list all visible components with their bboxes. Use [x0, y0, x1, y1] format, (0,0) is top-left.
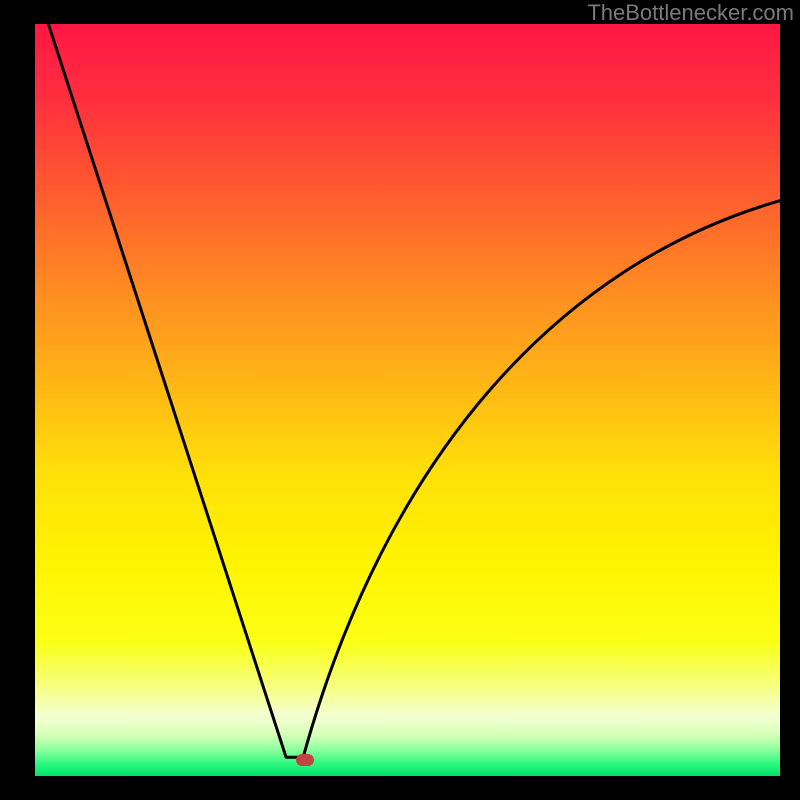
plot-area [35, 24, 780, 776]
valley-marker [296, 754, 314, 766]
watermark-text: TheBottlenecker.com [587, 0, 794, 26]
chart-frame: TheBottlenecker.com [0, 0, 800, 800]
